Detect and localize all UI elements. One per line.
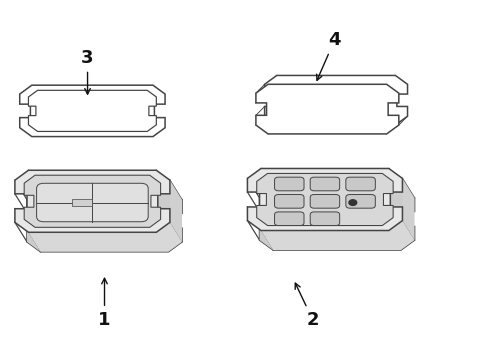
FancyBboxPatch shape xyxy=(274,177,304,191)
Polygon shape xyxy=(28,90,156,131)
Circle shape xyxy=(349,200,357,206)
Text: 2: 2 xyxy=(295,283,319,329)
Polygon shape xyxy=(15,209,41,252)
FancyBboxPatch shape xyxy=(274,212,304,226)
Polygon shape xyxy=(256,84,399,134)
Polygon shape xyxy=(20,85,165,136)
Polygon shape xyxy=(261,221,415,250)
Polygon shape xyxy=(28,222,182,252)
Polygon shape xyxy=(170,180,182,242)
Polygon shape xyxy=(73,199,92,206)
Polygon shape xyxy=(257,174,393,226)
Polygon shape xyxy=(265,76,408,125)
Text: 3: 3 xyxy=(81,49,94,94)
FancyBboxPatch shape xyxy=(274,194,304,208)
FancyBboxPatch shape xyxy=(310,212,340,226)
FancyBboxPatch shape xyxy=(346,194,375,208)
Polygon shape xyxy=(15,170,170,232)
Text: 4: 4 xyxy=(317,31,341,80)
Polygon shape xyxy=(24,175,161,227)
Polygon shape xyxy=(27,190,182,252)
FancyBboxPatch shape xyxy=(37,183,148,222)
FancyBboxPatch shape xyxy=(310,177,340,191)
Polygon shape xyxy=(247,207,273,250)
Polygon shape xyxy=(402,179,415,240)
Text: 1: 1 xyxy=(98,278,111,329)
Polygon shape xyxy=(247,168,402,230)
Polygon shape xyxy=(260,188,415,250)
FancyBboxPatch shape xyxy=(310,194,340,208)
FancyBboxPatch shape xyxy=(346,177,375,191)
